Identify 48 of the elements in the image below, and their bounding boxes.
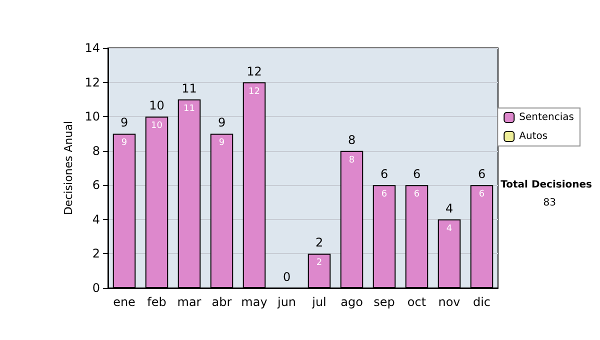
x-tick-label: ago bbox=[340, 295, 363, 309]
x-tick-label: jun bbox=[276, 295, 296, 309]
legend-label: Autos bbox=[519, 131, 548, 142]
data-label: 12 bbox=[248, 86, 260, 97]
legend-label: Sentencias bbox=[519, 112, 574, 123]
total-label: 9 bbox=[120, 116, 128, 130]
y-tick-label: 12 bbox=[84, 75, 100, 90]
data-label: 2 bbox=[316, 258, 322, 268]
y-tick-label: 10 bbox=[84, 110, 100, 124]
y-tick-label: 8 bbox=[92, 144, 100, 158]
total-label: 2 bbox=[315, 236, 324, 250]
data-label: 6 bbox=[381, 190, 388, 200]
y-tick-label: 0 bbox=[92, 281, 100, 295]
data-label: 9 bbox=[121, 138, 128, 148]
x-tick-label: ene bbox=[113, 295, 136, 309]
y-tick-label: 2 bbox=[92, 246, 100, 261]
total-label: 12 bbox=[246, 64, 262, 78]
y-tick-label: 14 bbox=[84, 41, 100, 55]
total-label: 8 bbox=[348, 132, 356, 147]
x-tick-label: jul bbox=[311, 295, 326, 309]
data-label: 4 bbox=[446, 224, 452, 234]
total-label: 6 bbox=[380, 167, 388, 182]
y-tick-label: 4 bbox=[92, 212, 100, 226]
x-tick-label: dic bbox=[472, 295, 491, 309]
y-tick-label: 6 bbox=[92, 178, 100, 192]
total-label: 6 bbox=[412, 167, 421, 182]
x-tick-label: may bbox=[241, 295, 268, 309]
text: 83 bbox=[543, 198, 556, 208]
total-label: 0 bbox=[282, 270, 291, 284]
x-tick-label: oct bbox=[407, 295, 426, 309]
text: Total Decisiones bbox=[500, 180, 592, 190]
x-tick-label: nov bbox=[438, 295, 460, 309]
x-tick-label: mar bbox=[177, 295, 202, 309]
total-label: 6 bbox=[478, 167, 486, 182]
total-label: 11 bbox=[182, 81, 197, 96]
total-label: 9 bbox=[218, 116, 226, 130]
total-label: 10 bbox=[149, 98, 164, 113]
y-axis-title: Decisiones Anual bbox=[62, 120, 75, 216]
data-label: 6 bbox=[414, 190, 420, 200]
data-label: 6 bbox=[478, 190, 485, 200]
total-label: 4 bbox=[445, 201, 454, 216]
data-label: 8 bbox=[348, 155, 355, 166]
data-label: 9 bbox=[218, 138, 225, 148]
data-label: 11 bbox=[184, 104, 195, 114]
x-tick-label: abr bbox=[212, 295, 232, 309]
x-tick-label: feb bbox=[147, 295, 166, 309]
data-label: 10 bbox=[151, 121, 163, 132]
x-tick-label: sep bbox=[374, 295, 395, 309]
